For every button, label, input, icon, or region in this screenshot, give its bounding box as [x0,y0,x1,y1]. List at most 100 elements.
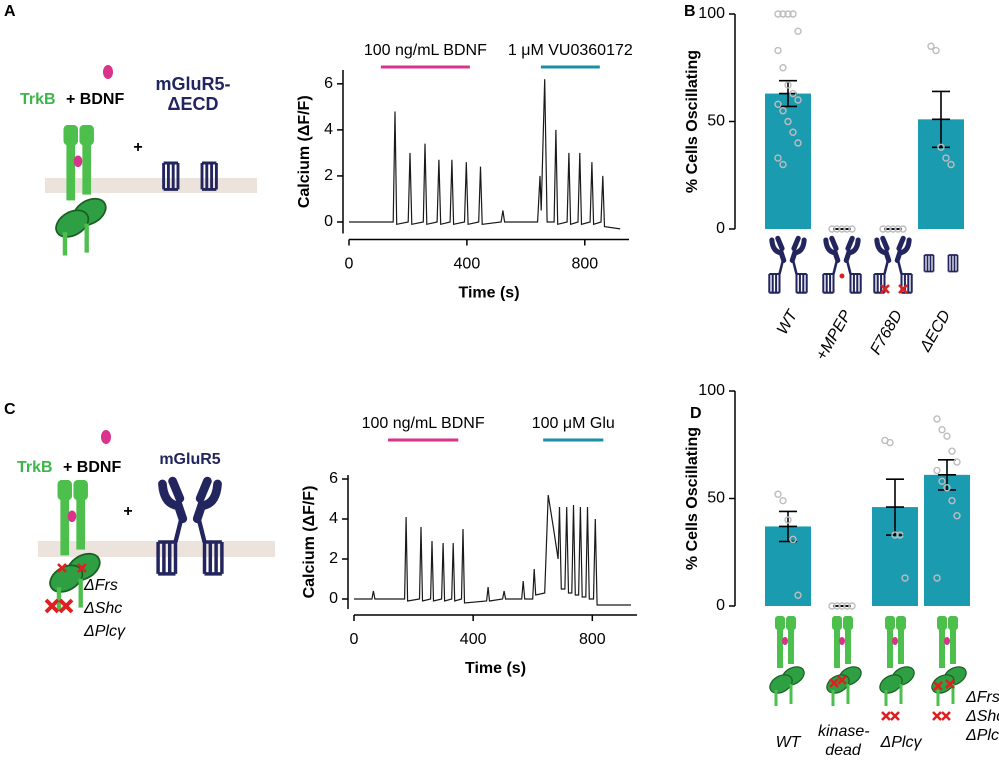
trace [349,79,621,230]
data-point [779,64,787,72]
mutation-label: ΔShc [83,600,122,617]
category-icon [769,238,806,292]
category-icon [765,614,809,708]
membrane [45,178,257,193]
mutation-mark [940,710,952,722]
category-icon [822,614,866,708]
diagram-label: TrkB [17,459,53,476]
y-tick-label: 0 [716,597,725,614]
y-tick-label: 6 [324,75,333,92]
y-tick-label: 0 [329,590,338,607]
treatment-label: 1 μM VU0360172 [508,42,633,59]
y-tick-label: 2 [324,167,333,184]
diagram-label: + BDNF [63,459,121,476]
data-point [784,81,792,89]
data-point [943,484,951,492]
category-label: ΔPlcγ [880,734,922,751]
diagram-label: mGluR5 [159,451,220,468]
diagram-label: mGluR5-ΔECD [155,74,231,114]
data-point [789,128,797,136]
data-point [953,512,961,520]
y-tick-label: 50 [707,490,725,507]
y-tick-label: 4 [329,510,338,527]
category-icon [927,614,971,708]
x-tick-label: 800 [579,631,606,648]
data-point [794,96,802,104]
data-point [774,10,782,18]
data-point [843,602,851,610]
treatment-label: 100 ng/mL BDNF [364,42,487,59]
x-tick-label: 400 [454,256,481,273]
bar [924,474,970,606]
data-point [784,10,792,18]
data-point [779,160,787,169]
data-point [896,531,904,539]
treatment-label: 100 μM Glu [532,415,615,432]
x-tick-label: 0 [350,631,359,648]
data-point [789,89,797,98]
data-point [879,225,887,233]
mutation-mark [44,598,60,614]
data-point [784,516,792,524]
y-axis-title: Calcium (ΔF/F) [301,486,318,599]
mutation-mark [931,710,943,722]
data-point [779,107,787,115]
data-point [894,225,902,233]
y-axis-title: Calcium (ΔF/F) [296,95,313,208]
mutation-mark [880,710,892,722]
data-point [774,490,782,498]
category-label: +MPEP [813,307,855,363]
data-point [833,602,841,610]
data-point [794,27,802,35]
data-point [789,10,797,18]
x-tick-label: 0 [345,256,354,273]
mutation-label: ΔFrs [83,577,118,594]
data-point [843,225,851,233]
mpep-mark [839,273,845,279]
data-point [884,225,892,233]
data-point [789,535,797,544]
treatment-label: 100 ng/mL BDNF [362,415,485,432]
y-axis-title: % Cells Oscillating [684,50,701,193]
bar [765,93,811,229]
y-tick-label: 50 [707,113,725,130]
y-tick-label: 0 [716,220,725,237]
data-point [886,438,894,447]
panel-label: B [684,3,696,20]
category-icon [875,614,919,708]
category-icon [923,254,959,273]
x-axis-title: Time (s) [465,660,526,677]
y-tick-label: 4 [324,121,333,138]
category-label: F768D [867,307,906,357]
category-icon [823,238,860,292]
data-point [942,154,950,162]
data-point [848,602,856,610]
y-axis-title: % Cells Oscillating [684,427,701,570]
data-point [833,225,841,233]
mglur5-icon [158,481,222,574]
x-tick-label: 800 [571,256,598,273]
data-point [828,225,836,233]
bdnf-icon [103,65,113,79]
data-point [774,100,782,109]
diagram-label: + [133,139,142,156]
data-point [938,477,946,485]
data-point [848,225,856,233]
panel-label: D [690,405,702,422]
mutation-mark [889,710,901,722]
data-point [794,139,802,147]
x-axis-title: Time (s) [458,285,519,302]
data-point [933,415,941,423]
y-tick-label: 2 [329,550,338,567]
data-point [933,466,941,475]
bdnf-icon [101,430,111,444]
category-label: ΔECD [917,307,955,355]
category-label: WT [774,307,802,338]
trace [354,494,631,606]
mutation-mark [58,598,74,614]
y-tick-label: 0 [324,213,333,230]
y-tick-label: 100 [698,5,725,22]
category-label: WT [775,734,801,751]
data-point [899,225,907,233]
data-point [932,46,940,55]
